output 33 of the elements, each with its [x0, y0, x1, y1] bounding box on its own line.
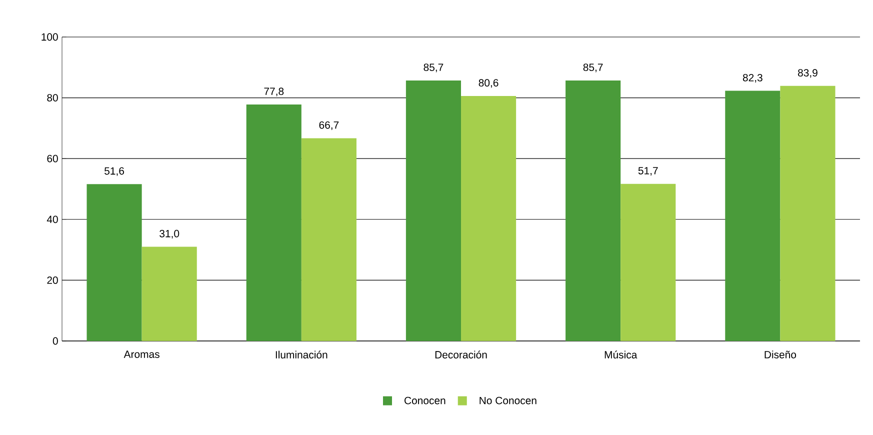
bar [142, 246, 197, 341]
bar [620, 184, 676, 341]
x-tick-label: Iluminación [276, 350, 328, 358]
data-label: 51,6 [104, 167, 124, 176]
x-tick-label: Diseño [764, 350, 796, 358]
bar [566, 80, 621, 341]
bar [406, 80, 462, 341]
x-tick-label: Decoración [435, 350, 487, 358]
x-tick-label: Música [604, 350, 638, 358]
data-label: 31,0 [160, 230, 180, 239]
data-label: 82,3 [742, 74, 762, 83]
data-label: 80,6 [478, 79, 498, 88]
legend-label: Conocen [404, 396, 446, 404]
data-label: 77,8 [264, 88, 284, 96]
y-tick-label: 80 [47, 94, 58, 102]
data-label: 85,7 [424, 64, 444, 72]
y-tick-label: 100 [42, 33, 58, 41]
legend-label: No Conocen [480, 396, 536, 404]
y-tick-label: 20 [47, 276, 58, 284]
data-label: 66,7 [319, 121, 339, 130]
bar [780, 86, 836, 341]
bar [301, 138, 356, 341]
x-tick-label: Aromas [124, 350, 160, 358]
data-label: 83,9 [798, 69, 818, 78]
y-tick-label: 0 [52, 337, 58, 345]
bar [246, 104, 302, 341]
bar [725, 90, 780, 341]
data-label: 85,7 [583, 64, 603, 72]
bar [86, 184, 142, 341]
y-tick-label: 40 [46, 216, 58, 224]
y-tick-label: 60 [47, 154, 58, 162]
data-label: 51,7 [638, 167, 658, 176]
bar [461, 96, 516, 341]
